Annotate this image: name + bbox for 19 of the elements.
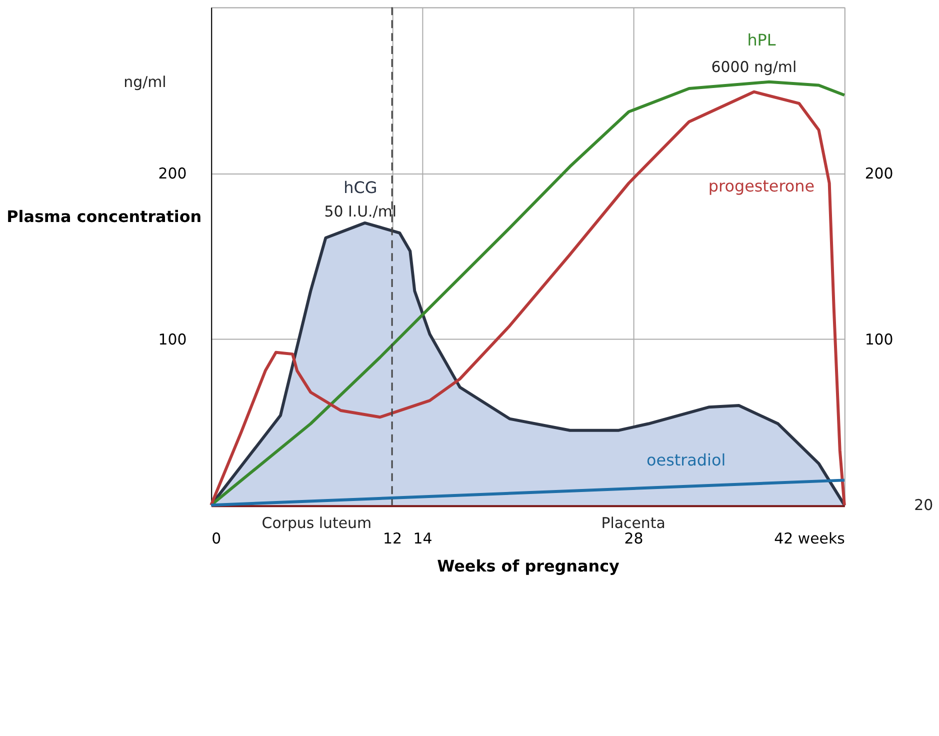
y2-tick-label: 200: [864, 164, 894, 183]
y-axis-title: Plasma concentration: [6, 206, 202, 226]
series-label: progesterone: [708, 176, 815, 196]
x-axis-title: Weeks of pregnancy: [437, 556, 620, 576]
text: hPL: [747, 30, 776, 50]
text: Corpus luteum: [262, 514, 372, 532]
annotation: 6000 ng/ml: [711, 58, 797, 76]
series-label: hCG: [344, 178, 378, 198]
annotation: 50 I.U./ml: [324, 202, 397, 220]
x-tick-label: 14: [413, 529, 432, 548]
x-tick-label: 28: [624, 529, 644, 548]
series-label: oestradiol: [646, 450, 726, 470]
x-tick-label: 12: [383, 529, 402, 548]
text: ng/ml: [124, 72, 166, 91]
y2-tick-label: 100: [864, 330, 894, 349]
text: 20: [914, 496, 934, 514]
x-tick-label: 0: [212, 529, 222, 548]
text: Placenta: [601, 514, 666, 532]
x-tick-label: 42 weeks: [774, 529, 846, 548]
